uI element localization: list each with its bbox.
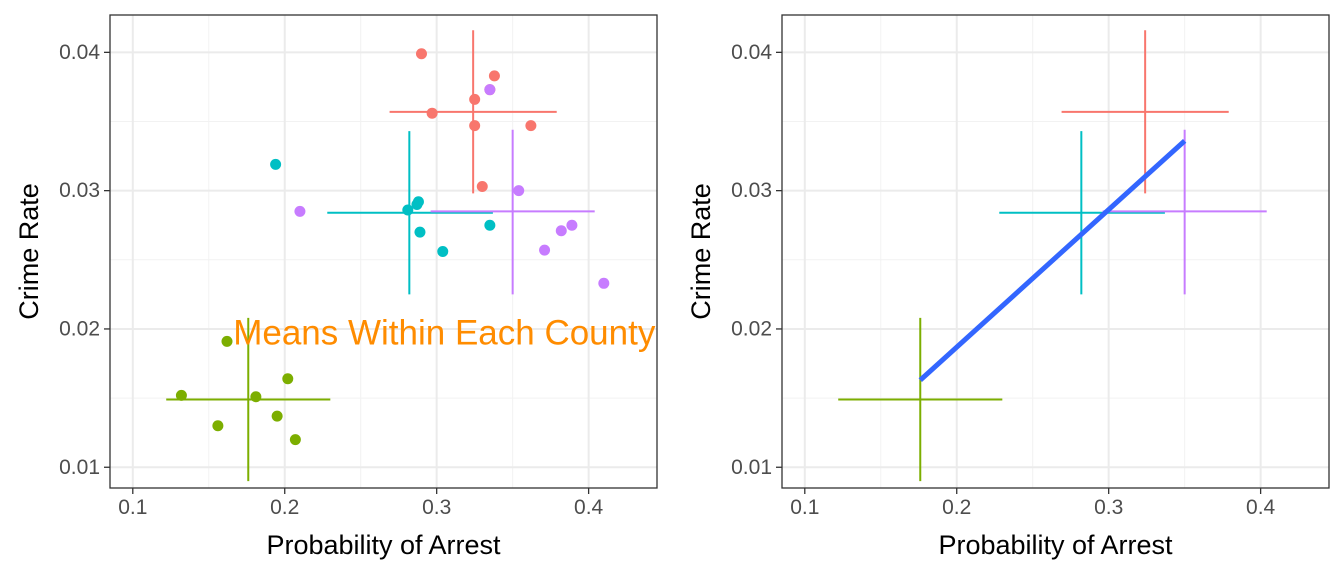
data-point [488, 70, 500, 82]
x-tick-label: 0.2 [270, 496, 299, 519]
y-tick-label: 0.03 [59, 179, 100, 202]
data-point [402, 204, 414, 216]
right-chart-panel: 0.1 0.2 0.3 0.4 0.01 0.02 0.03 0.04 Probability … [686, 14, 1330, 560]
data-point [414, 226, 426, 238]
x-tick-label: 0.2 [942, 496, 971, 519]
data-point [411, 198, 423, 210]
plot-background [782, 15, 1329, 488]
y-tick-label: 0.02 [731, 317, 772, 340]
y-tick-label: 0.01 [731, 456, 772, 479]
regression-fit-line [918, 139, 1187, 382]
y-tick-label: 0.03 [731, 179, 772, 202]
x-tick-label: 0.3 [1094, 496, 1123, 519]
y-tick-label: 0.02 [59, 317, 100, 340]
data-point [271, 410, 283, 422]
plot-background [110, 15, 657, 488]
data-point [476, 180, 488, 192]
data-point [426, 107, 438, 119]
data-point [175, 389, 187, 401]
y-axis-title: Crime Rate [686, 183, 716, 320]
x-axis-title: Probability of Arrest [266, 530, 501, 560]
data-point [415, 48, 427, 60]
data-point [525, 120, 537, 132]
data-point [484, 219, 496, 231]
y-tick-label: 0.04 [731, 41, 772, 64]
data-point [513, 185, 525, 197]
y-axis-title: Crime Rate [14, 183, 44, 320]
data-point [289, 434, 301, 446]
data-point [555, 225, 567, 237]
panel-border [109, 14, 658, 489]
data-point [469, 120, 481, 132]
data-point [539, 244, 551, 256]
data-point [270, 158, 282, 170]
x-tick-label: 0.3 [422, 496, 451, 519]
data-point [469, 93, 481, 105]
x-tick-label: 0.4 [1246, 496, 1276, 519]
panel-border [781, 14, 1330, 489]
annotation-label: Means Within Each County [233, 314, 656, 353]
data-point [484, 84, 496, 96]
data-point [250, 391, 262, 403]
x-axis-title: Probability of Arrest [938, 530, 1173, 560]
data-point [598, 277, 610, 289]
data-point [566, 219, 578, 231]
x-tick-label: 0.1 [790, 496, 819, 519]
x-tick-label: 0.1 [118, 496, 147, 519]
data-point [221, 335, 233, 347]
data-point [282, 373, 294, 385]
data-point [212, 420, 224, 432]
data-point [294, 205, 306, 217]
left-chart-panel: Means Within Each County 0.1 0.2 0.3 0.4 0.01… [14, 14, 658, 560]
x-tick-label: 0.4 [574, 496, 604, 519]
data-point [437, 246, 449, 257]
y-tick-label: 0.04 [59, 41, 100, 64]
y-tick-label: 0.01 [59, 456, 100, 479]
